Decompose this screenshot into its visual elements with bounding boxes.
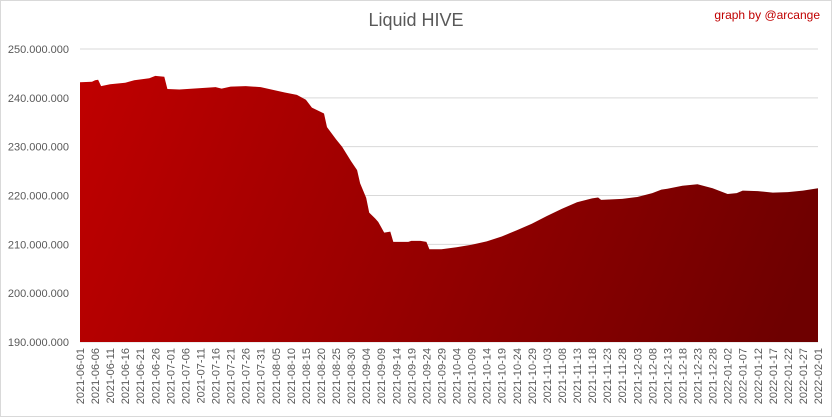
x-tick-label: 2022-01-12 <box>753 348 765 404</box>
x-tick-label: 2021-10-14 <box>482 348 494 404</box>
x-tick-label: 2021-12-08 <box>647 348 659 404</box>
x-tick-label: 2021-08-25 <box>331 348 343 404</box>
x-tick-label: 2021-09-04 <box>361 348 373 404</box>
series-area <box>80 75 818 343</box>
y-tick-label: 200.000.000 <box>8 288 69 300</box>
x-axis: 2021-06-01 2021-06-06 2021-06-11 2021-06-16… <box>75 348 825 404</box>
x-tick-label: 2022-02-01 <box>813 348 825 404</box>
x-tick-label: 2021-10-09 <box>467 348 479 404</box>
series-area-path <box>80 75 818 343</box>
x-tick-label: 2021-06-11 <box>105 348 117 403</box>
x-tick-label: 2021-07-16 <box>211 348 223 404</box>
x-tick-label: 2021-12-28 <box>708 348 720 404</box>
y-tick-label: 190.000.000 <box>8 337 69 349</box>
x-tick-label: 2021-07-31 <box>256 348 268 404</box>
x-tick-label: 2021-09-14 <box>391 348 403 404</box>
x-tick-label: 2021-11-13 <box>572 348 584 403</box>
x-tick-label: 2021-06-16 <box>120 348 132 404</box>
x-tick-label: 2021-08-15 <box>301 348 313 404</box>
x-tick-label: 2021-07-26 <box>241 348 253 404</box>
x-tick-label: 2022-01-07 <box>738 348 750 404</box>
x-tick-label: 2021-09-29 <box>437 348 449 404</box>
x-tick-label: 2021-12-13 <box>662 348 674 404</box>
y-tick-label: 220.000.000 <box>8 191 69 203</box>
y-tick-label: 250.000.000 <box>8 44 69 56</box>
chart-title: Liquid HIVE <box>368 10 464 30</box>
y-axis: 190.000.000 200.000.000 210.000.000 220.000… <box>8 44 69 349</box>
x-tick-label: 2021-08-20 <box>316 348 328 404</box>
x-tick-label: 2022-01-22 <box>783 348 795 404</box>
x-tick-label: 2021-11-28 <box>617 348 629 403</box>
x-tick-label: 2021-07-06 <box>180 348 192 404</box>
x-tick-label: 2021-08-05 <box>271 348 283 404</box>
x-tick-label: 2021-07-01 <box>165 348 177 404</box>
x-tick-label: 2021-11-18 <box>587 348 599 403</box>
x-tick-label: 2021-10-29 <box>527 348 539 404</box>
x-tick-label: 2021-08-10 <box>286 348 298 404</box>
x-tick-label: 2021-06-26 <box>150 348 162 404</box>
x-tick-label: 2022-01-02 <box>723 348 735 404</box>
x-tick-label: 2021-12-23 <box>693 348 705 404</box>
x-tick-label: 2021-10-04 <box>452 348 464 404</box>
x-tick-label: 2021-06-06 <box>90 348 102 404</box>
x-tick-label: 2021-08-30 <box>346 348 358 404</box>
x-tick-label: 2021-11-08 <box>557 348 569 403</box>
x-tick-label: 2021-12-03 <box>632 348 644 404</box>
x-tick-label: 2022-01-17 <box>768 348 780 404</box>
x-tick-label: 2021-10-24 <box>512 348 524 404</box>
x-tick-label: 2021-09-09 <box>376 348 388 404</box>
x-tick-label: 2021-11-23 <box>602 348 614 403</box>
x-tick-label: 2021-09-24 <box>421 348 433 404</box>
y-tick-label: 210.000.000 <box>8 239 69 251</box>
x-tick-label: 2021-07-11 <box>196 348 208 403</box>
x-tick-label: 2021-12-18 <box>677 348 689 404</box>
x-tick-label: 2021-06-21 <box>135 348 147 404</box>
y-tick-label: 240.000.000 <box>8 93 69 105</box>
x-tick-label: 2022-01-27 <box>798 348 810 404</box>
y-tick-label: 230.000.000 <box>8 142 69 154</box>
x-tick-label: 2021-11-03 <box>542 348 554 403</box>
chart-credit: graph by @arcange <box>714 8 820 22</box>
x-tick-label: 2021-09-19 <box>406 348 418 404</box>
x-tick-label: 2021-07-21 <box>226 348 238 404</box>
x-tick-label: 2021-10-19 <box>497 348 509 404</box>
x-tick-label: 2021-06-01 <box>75 348 87 404</box>
